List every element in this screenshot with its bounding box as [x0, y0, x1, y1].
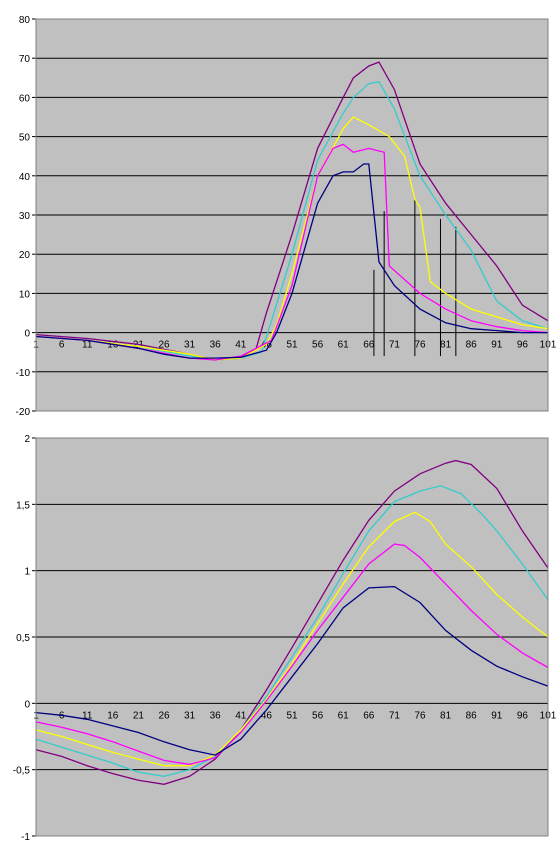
plot-border [35, 437, 549, 837]
x-tick-label: 96 [517, 340, 529, 351]
x-tick-label: 51 [286, 340, 298, 351]
y-tick-label: -1 [21, 832, 30, 843]
x-tick-label: 96 [517, 710, 529, 721]
plot-border [35, 18, 549, 412]
y-tick-label: -20 [16, 407, 31, 418]
x-tick-label: 81 [440, 340, 452, 351]
chart-bottom: -1-0,500,511,521 6 11 16 21 26 31 36 41 46 51 56 61 6… [13, 434, 557, 843]
x-tick-label: 61 [338, 340, 350, 351]
x-tick-label: 91 [491, 710, 503, 721]
x-tick-label: 41 [235, 710, 247, 721]
y-tick-label: 0 [24, 699, 30, 710]
x-tick-label: 56 [312, 340, 324, 351]
series-line-5 [35, 585, 549, 756]
y-tick-label: 40 [19, 172, 31, 183]
x-tick-label: 71 [389, 340, 401, 351]
series-line-2 [35, 485, 549, 777]
x-tick-label: 21 [133, 710, 145, 721]
x-tick-label: 11 [82, 710, 93, 721]
y-tick-label: 0 [24, 329, 30, 340]
y-tick-label: 60 [19, 93, 31, 104]
y-tick-label: 0,5 [16, 633, 30, 644]
x-tick-label: 91 [491, 340, 503, 351]
y-tick-label: 70 [19, 54, 31, 65]
x-tick-label: 26 [158, 340, 170, 351]
x-tick-label: 16 [107, 710, 119, 721]
x-tick-label: 66 [363, 340, 375, 351]
y-tick-label: 30 [19, 211, 31, 222]
x-tick-label: 31 [184, 340, 196, 351]
series-line-3 [35, 511, 549, 767]
x-tick-label: 26 [158, 710, 170, 721]
x-tick-label: 36 [210, 340, 222, 351]
x-tick-label: 11 [82, 340, 93, 351]
x-tick-label: 81 [440, 710, 452, 721]
x-tick-label: 71 [389, 710, 401, 721]
x-tick-label: 76 [414, 710, 426, 721]
x-tick-label: 46 [261, 710, 273, 721]
x-tick-label: 76 [414, 340, 426, 351]
x-tick-label: 56 [312, 710, 324, 721]
x-tick-label: 46 [261, 340, 273, 351]
x-tick-label: 86 [466, 710, 478, 721]
series-line-4 [35, 143, 549, 361]
x-tick-label: 61 [338, 710, 350, 721]
y-tick-label: 20 [19, 250, 31, 261]
x-tick-label: 16 [107, 340, 119, 351]
y-tick-label: -0,5 [13, 766, 31, 777]
x-tick-label: 36 [210, 710, 222, 721]
x-tick-label: 66 [363, 710, 375, 721]
x-tick-label: 51 [286, 710, 298, 721]
series-line-2 [35, 80, 549, 361]
y-tick-label: 1 [24, 567, 30, 578]
y-tick-label: 80 [19, 15, 31, 26]
y-tick-label: 2 [24, 434, 30, 445]
x-tick-label: 6 [59, 340, 65, 351]
x-tick-label: 31 [184, 710, 196, 721]
series-line-1 [35, 459, 549, 785]
series-line-5 [35, 163, 548, 359]
series-line-4 [35, 543, 549, 766]
y-tick-label: -10 [16, 368, 31, 379]
y-tick-label: 50 [19, 133, 31, 144]
x-tick-label: 41 [235, 340, 247, 351]
x-tick-label: 86 [466, 340, 478, 351]
y-tick-label: 10 [19, 289, 31, 300]
y-tick-label: 1,5 [16, 500, 30, 511]
